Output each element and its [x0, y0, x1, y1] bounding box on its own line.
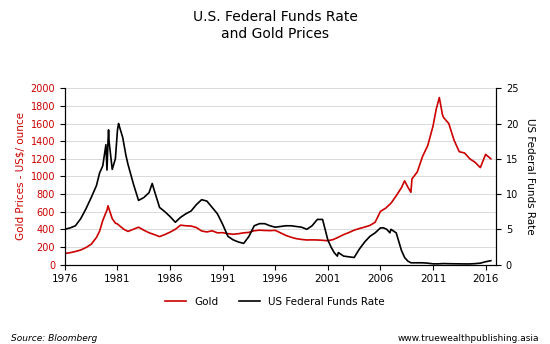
Text: Source: Bloomberg: Source: Bloomberg: [11, 334, 97, 343]
Text: www.truewealthpublishing.asia: www.truewealthpublishing.asia: [398, 334, 539, 343]
Gold: [436, 96, 443, 100]
Gold: [382, 206, 389, 210]
Line: Gold: Gold: [65, 98, 491, 254]
Gold: [419, 154, 426, 159]
Gold: [487, 157, 494, 161]
US Federal Funds Rate: [116, 121, 122, 126]
Gold: [404, 185, 411, 189]
Text: U.S. Federal Funds Rate
and Gold Prices: U.S. Federal Funds Rate and Gold Prices: [192, 10, 358, 41]
US Federal Funds Rate: [100, 164, 106, 168]
US Federal Funds Rate: [62, 227, 68, 232]
Y-axis label: US Federal Funds Rate: US Federal Funds Rate: [525, 118, 535, 235]
US Federal Funds Rate: [93, 183, 100, 187]
Gold: [408, 190, 414, 194]
US Federal Funds Rate: [331, 250, 338, 255]
US Federal Funds Rate: [256, 222, 263, 226]
US Federal Funds Rate: [298, 225, 305, 229]
Gold: [402, 179, 408, 183]
Gold: [62, 251, 68, 256]
US Federal Funds Rate: [461, 262, 468, 266]
Gold: [314, 238, 321, 242]
Y-axis label: Gold Prices - US$/ ounce: Gold Prices - US$/ ounce: [15, 112, 25, 240]
US Federal Funds Rate: [387, 231, 393, 235]
US Federal Funds Rate: [487, 259, 494, 263]
Line: US Federal Funds Rate: US Federal Funds Rate: [65, 123, 491, 264]
Legend: Gold, US Federal Funds Rate: Gold, US Federal Funds Rate: [161, 293, 389, 311]
